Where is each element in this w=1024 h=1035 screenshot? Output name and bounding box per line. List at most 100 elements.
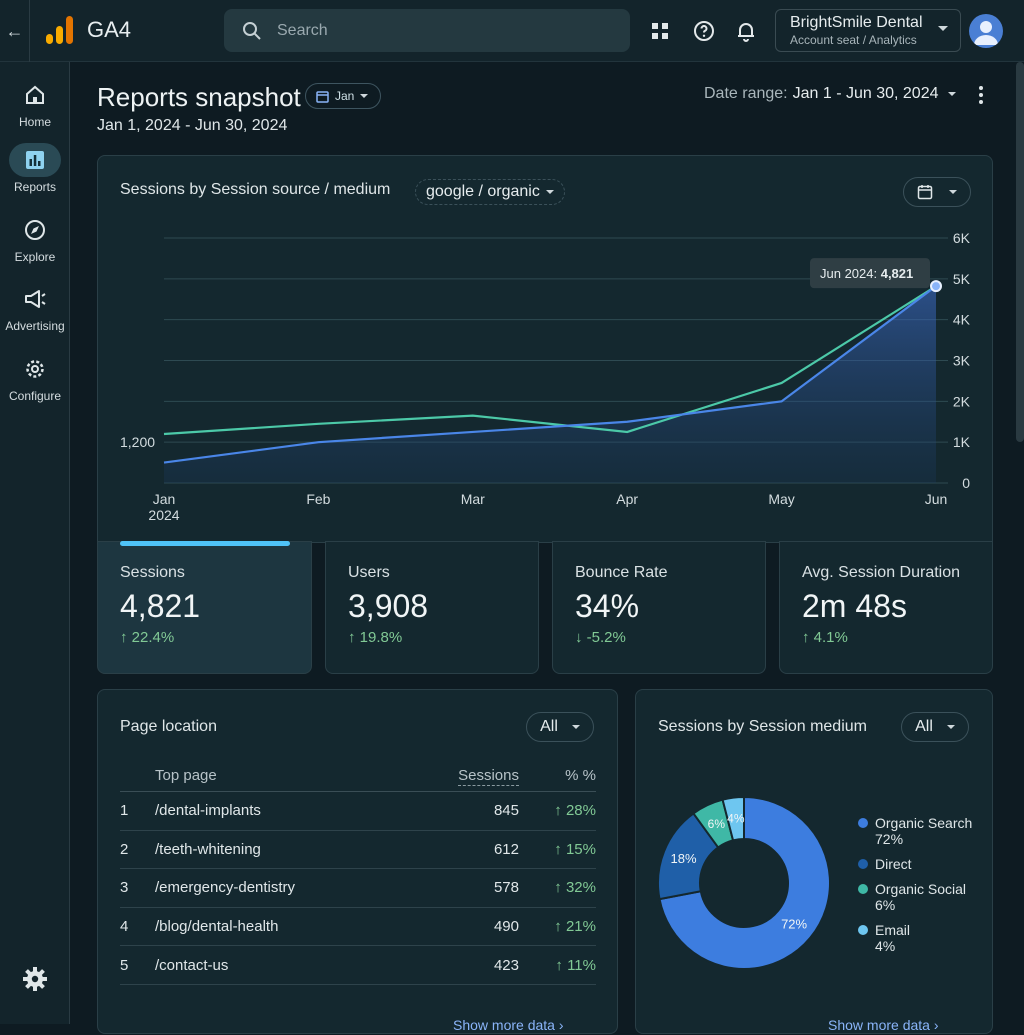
x-tick-label: 2024 <box>148 507 179 523</box>
arrow-up-icon: ↑ <box>120 629 128 646</box>
date-range-selector[interactable]: Date range: Jan 1 - Jun 30, 2024 <box>704 85 956 103</box>
kpi-value: 4,821 <box>120 588 201 624</box>
sidebar-item-label: Home <box>18 115 51 129</box>
row-pct: ↑ 11% <box>519 957 596 974</box>
session-medium-card: Sessions by Session medium All 72% 18% 6% 4… <box>635 689 993 1034</box>
sidebar-item-advertising[interactable]: Advertising <box>0 282 70 333</box>
legend-label: Organic Search <box>875 815 973 831</box>
donut-slice[interactable] <box>658 795 831 970</box>
arrow-up-icon: ↑ <box>554 918 562 936</box>
search-input[interactable]: Search <box>277 21 328 39</box>
chevron-down-icon <box>947 92 956 96</box>
row-page[interactable]: /emergency-dentistry <box>155 879 296 897</box>
row-sessions: 578 <box>493 879 519 897</box>
table-row[interactable]: 1/dental-implants 845 ↑ 28% <box>120 792 596 831</box>
session-medium-donut-chart: 72% 18% 6% 4% <box>657 795 831 970</box>
notifications-bell-icon[interactable] <box>734 19 758 43</box>
legend-item[interactable]: Organic Search 72% <box>858 815 972 847</box>
back-button[interactable]: ← <box>0 0 30 62</box>
kpi-card-sessions[interactable]: Sessions 4,821 ↑ 22.4% <box>97 541 312 674</box>
help-icon[interactable] <box>692 19 716 43</box>
arrow-up-icon: ↑ <box>555 956 563 974</box>
show-more-link[interactable]: Show more data › <box>828 1017 939 1033</box>
legend-item[interactable]: Email 4% <box>858 922 972 954</box>
kpi-card-avg-session-duration[interactable]: Avg. Session Duration 2m 48s ↑ 4.1% <box>779 541 993 674</box>
row-sessions: 423 <box>493 956 519 974</box>
row-pct-value: 11% <box>567 956 596 974</box>
sidebar-item-home[interactable]: Home <box>0 78 70 129</box>
arrow-down-icon: ↓ <box>575 629 583 646</box>
kpi-delta: ↓ -5.2% <box>575 629 743 646</box>
apps-grid-icon[interactable] <box>648 19 672 43</box>
sidebar-item-configure[interactable]: Configure <box>0 352 70 403</box>
row-index: 3 <box>120 879 129 897</box>
row-sessions: 490 <box>493 918 519 936</box>
legend-label: Email <box>875 922 911 938</box>
month-selector-chip[interactable]: Jan <box>305 83 382 109</box>
donut-legend: Organic Search 72% Direct Organic Social 6% E… <box>858 815 972 963</box>
kpi-label: Bounce Rate <box>575 564 668 581</box>
sidebar-item-reports[interactable]: Reports <box>0 143 70 194</box>
source-filter-chip[interactable]: google / organic <box>415 179 565 205</box>
row-page[interactable]: /dental-implants <box>155 802 261 820</box>
kpi-delta-value: 22.4% <box>131 629 175 646</box>
row-index: 2 <box>120 840 129 858</box>
legend-swatch <box>858 818 868 828</box>
row-page[interactable]: /blog/dental-health <box>155 918 279 936</box>
row-page[interactable]: /contact-us <box>155 956 229 974</box>
back-arrow-icon: ← <box>5 20 24 41</box>
user-avatar-icon <box>974 21 998 45</box>
row-page[interactable]: /teeth-whitening <box>155 840 261 858</box>
series-area <box>164 286 936 483</box>
tooltip-box <box>810 258 930 289</box>
column-header-sessions[interactable]: Sessions <box>458 767 519 786</box>
row-pct-value: 28% <box>565 802 596 820</box>
configure-icon <box>26 360 44 378</box>
table-row[interactable]: 2/teeth-whitening 612 ↑ 15% <box>120 831 596 870</box>
highlight-point[interactable] <box>930 280 942 293</box>
slice-label: 18% <box>671 851 697 866</box>
table-row[interactable]: 4/blog/dental-health 490 ↑ 21% <box>120 908 596 947</box>
account-selector[interactable]: BrightSmile Dental Account seat / Analyt… <box>775 9 961 52</box>
card-title: Page location <box>120 718 217 735</box>
kpi-delta-value: 4.1% <box>813 629 848 646</box>
account-sub: Account seat / Analytics <box>790 33 917 47</box>
kpi-delta-value: 19.8% <box>359 629 403 646</box>
chart-date-button[interactable] <box>903 177 971 207</box>
kpi-label: Avg. Session Duration <box>802 564 961 581</box>
show-more-link[interactable]: Show more data › <box>453 1017 564 1033</box>
column-header-page[interactable]: Top page <box>155 767 217 784</box>
kpi-card-bounce-rate[interactable]: Bounce Rate 34% ↓ -5.2% <box>552 541 766 674</box>
avatar[interactable] <box>969 14 1003 48</box>
calendar-icon <box>316 90 329 103</box>
page-filter-dropdown[interactable]: All <box>526 712 594 742</box>
sidebar-item-explore[interactable]: Explore <box>0 213 70 264</box>
page-scrollbar[interactable] <box>1016 62 1024 442</box>
account-dropdown-icon <box>938 26 948 31</box>
chart-title: Sessions by Session source / medium <box>120 181 391 198</box>
series-line[interactable] <box>163 285 937 464</box>
kpi-card-users[interactable]: Users 3,908 ↑ 19.8% <box>325 541 539 674</box>
search-bar[interactable]: Search <box>224 9 630 52</box>
x-tick-label: Jan <box>153 491 176 507</box>
table-row[interactable]: 3/emergency-dentistry 578 ↑ 32% <box>120 869 596 908</box>
legend-item[interactable]: Direct <box>858 856 972 872</box>
kpi-value: 3,908 <box>348 588 429 624</box>
table-row[interactable]: 5/contact-us 423 ↑ 11% <box>120 946 596 985</box>
column-header-pct[interactable]: % % <box>565 767 596 784</box>
series-line[interactable] <box>163 285 937 436</box>
row-pct: ↑ 15% <box>519 841 596 858</box>
donut-slice[interactable] <box>721 795 745 842</box>
kpi-label: Users <box>348 564 390 581</box>
medium-filter-dropdown[interactable]: All <box>901 712 969 742</box>
settings-gear-icon[interactable] <box>22 966 48 992</box>
row-sessions: 612 <box>493 840 519 858</box>
chevron-down-icon <box>545 190 554 194</box>
search-icon <box>243 21 261 40</box>
more-options-icon[interactable] <box>974 85 988 105</box>
arrow-up-icon: ↑ <box>554 840 562 858</box>
app-title: GA4 <box>87 17 132 42</box>
legend-item[interactable]: Organic Social 6% <box>858 881 972 913</box>
kpi-delta: ↑ 19.8% <box>348 629 516 646</box>
